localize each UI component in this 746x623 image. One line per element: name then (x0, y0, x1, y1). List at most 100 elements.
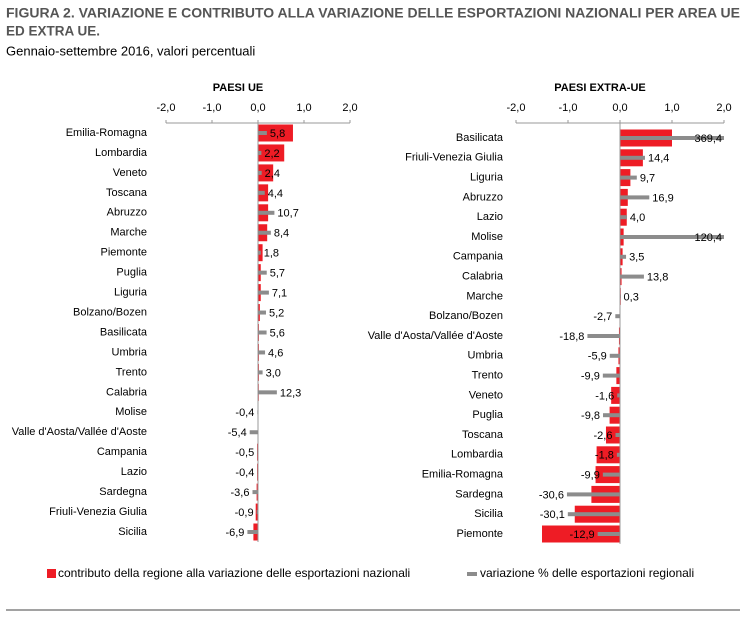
data-label: -0,9 (235, 507, 254, 519)
category-label: Liguria (470, 172, 504, 184)
bar (602, 373, 620, 378)
bar (609, 353, 620, 358)
bar (620, 195, 650, 200)
bar (620, 254, 627, 259)
data-label: -3,6 (231, 487, 250, 499)
chart-title: ED EXTRA UE. (6, 24, 100, 39)
data-label: -0,4 (235, 467, 254, 479)
bar (258, 250, 261, 255)
data-label: -9,8 (581, 410, 600, 422)
bar (620, 155, 645, 160)
category-label: Toscana (106, 187, 148, 199)
category-label: Lazio (121, 466, 147, 478)
category-label: Liguria (114, 287, 148, 299)
bar (257, 470, 259, 475)
category-label: Basilicata (456, 132, 504, 144)
data-label: -30,1 (540, 509, 565, 521)
chart-title: FIGURA 2. VARIAZIONE E CONTRIBUTO ALLA V… (6, 6, 740, 21)
data-label: -9,9 (581, 470, 600, 482)
category-label: Lazio (477, 211, 503, 223)
bar (258, 230, 271, 235)
data-label: -0,5 (235, 447, 254, 459)
bar (258, 144, 285, 162)
bar (620, 215, 627, 220)
x-tick-label: 2,0 (716, 102, 731, 114)
bar (620, 235, 724, 239)
bar (615, 433, 620, 437)
category-label: Sardegna (455, 488, 504, 500)
category-label: Lombardia (451, 449, 504, 461)
data-label: 1,8 (264, 248, 279, 260)
bar (258, 124, 293, 142)
legend-swatch (47, 569, 56, 578)
category-label: Bolzano/Bozen (73, 306, 147, 318)
bar (617, 393, 620, 398)
data-label: 16,9 (652, 192, 673, 204)
data-label: -2,7 (593, 311, 612, 323)
category-label: Abruzzo (107, 207, 147, 219)
category-label: Campania (97, 446, 148, 458)
bar (258, 390, 277, 395)
data-label: 5,2 (269, 307, 284, 319)
category-label: Marche (466, 290, 503, 302)
legend-label: variazione % delle esportazioni regional… (480, 566, 694, 580)
bar (258, 150, 262, 155)
bar (611, 386, 620, 404)
bar (258, 310, 266, 315)
panel-title: PAESI EXTRA-UE (554, 82, 645, 94)
legend-swatch (467, 572, 477, 576)
bar (258, 290, 269, 295)
bar (258, 270, 267, 275)
chart-subtitle: Gennaio-settembre 2016, valori percentua… (6, 43, 255, 58)
category-label: Campania (453, 251, 504, 263)
category-label: Emilia-Romagna (66, 127, 148, 139)
category-label: Basilicata (100, 326, 148, 338)
bar (258, 164, 274, 182)
data-label: 369,4 (694, 133, 722, 145)
legend-label: contributo della regione alla variazione… (58, 566, 410, 580)
data-label: -5,9 (588, 351, 607, 363)
category-label: Friuli-Venezia Giulia (405, 152, 504, 164)
category-label: Trento (472, 370, 503, 382)
data-label: 2,2 (264, 148, 279, 160)
x-tick-label: -2,0 (157, 102, 176, 114)
category-label: Trento (116, 366, 147, 378)
bar (258, 170, 262, 175)
bar (596, 446, 620, 464)
data-label: 4,0 (630, 212, 645, 224)
bar (258, 190, 265, 195)
category-label: Piemonte (101, 247, 147, 259)
data-label: 4,6 (268, 347, 283, 359)
bar (258, 350, 266, 355)
bar (258, 370, 263, 375)
data-label: 10,7 (277, 208, 298, 220)
data-label: 5,7 (270, 268, 285, 280)
data-label: -30,6 (539, 489, 564, 501)
category-label: Sardegna (99, 486, 148, 498)
x-tick-label: -1,0 (559, 102, 578, 114)
panel-title: PAESI UE (213, 82, 264, 94)
category-label: Valle d'Aosta/Vallée d'Aoste (12, 426, 147, 438)
data-label: 5,8 (270, 128, 285, 140)
bar (257, 410, 259, 415)
x-tick-label: 0,0 (612, 102, 627, 114)
bar (566, 492, 620, 497)
x-tick-label: -1,0 (203, 102, 222, 114)
data-label: 4,4 (268, 188, 283, 200)
data-label: -1,6 (595, 390, 614, 402)
category-label: Umbria (112, 346, 148, 358)
category-label: Calabria (106, 386, 148, 398)
x-tick-label: 1,0 (664, 102, 679, 114)
data-label: -6,9 (225, 527, 244, 539)
data-label: -9,9 (581, 371, 600, 383)
bar (620, 294, 621, 299)
data-label: -18,8 (559, 331, 584, 343)
category-label: Marche (110, 227, 147, 239)
bar (605, 426, 620, 444)
category-label: Toscana (462, 429, 504, 441)
data-label: 0,3 (624, 291, 639, 303)
bar (247, 530, 258, 534)
x-tick-label: 0,0 (250, 102, 265, 114)
data-label: -2,6 (594, 430, 613, 442)
data-label: -0,4 (235, 407, 254, 419)
